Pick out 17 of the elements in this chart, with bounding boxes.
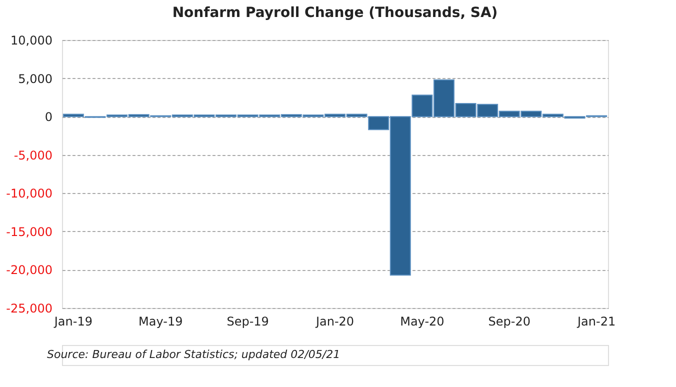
y-tick-label: 0 [44,110,52,124]
y-tick-label: 5,000 [18,72,52,86]
source-note: Source: Bureau of Labor Statistics; updated 02/05/21 [47,348,340,361]
y-tick-label: 10,000 [10,34,52,48]
x-tick-label: Sep-19 [226,314,269,328]
chart-title: Nonfarm Payroll Change (Thousands, SA) [172,5,498,21]
x-tick-label: May-19 [138,314,183,328]
x-tick-label: Jan-21 [576,314,616,328]
y-tick-label: -25,000 [6,302,52,316]
x-tick-label: May-20 [400,314,444,328]
y-tick-label: -5,000 [14,148,52,162]
x-tick-label: Jan-20 [314,314,354,328]
x-tick-label: Jan-19 [53,314,92,328]
y-tick-label: -10,000 [6,186,52,201]
y-tick-label: -15,000 [6,224,52,239]
y-tick-label: -20,000 [6,263,52,278]
x-tick-label: Sep-20 [488,314,530,328]
